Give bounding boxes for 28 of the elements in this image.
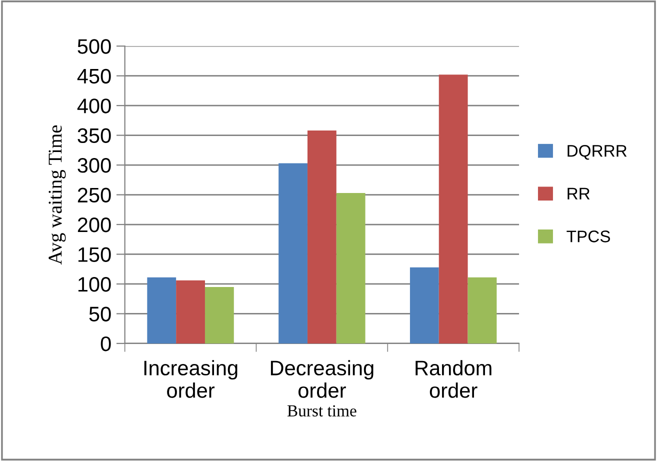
y-tick-label: 500 — [78, 39, 111, 54]
bar — [147, 277, 176, 344]
y-tick-label: 400 — [77, 98, 111, 114]
x-tick-label: Decreasing order — [270, 360, 374, 398]
bar — [336, 192, 366, 344]
y-tick-label: 150 — [78, 247, 111, 262]
x-tick-label: Increasing order — [144, 360, 238, 398]
y-tick-label: 350 — [78, 128, 111, 144]
bar — [204, 286, 234, 344]
legend-label: RR — [568, 188, 590, 200]
y-tick-label: 0 — [100, 336, 111, 352]
legend-label: TPCS — [566, 230, 610, 242]
bar — [410, 267, 439, 344]
x-axis-title: Burst time — [287, 405, 356, 416]
bar — [468, 277, 497, 344]
y-tick-label: 100 — [78, 276, 111, 292]
bar — [438, 74, 468, 344]
bar — [278, 163, 308, 344]
y-tick-label: 450 — [77, 68, 111, 84]
y-tick-label: 50 — [89, 306, 111, 322]
x-tick-label: Random order — [416, 360, 492, 398]
y-tick-label: 300 — [78, 158, 111, 173]
y-tick-label: 250 — [78, 188, 111, 203]
y-axis-title: Avg waiting Time — [48, 125, 66, 265]
bar — [176, 280, 205, 344]
y-tick-label: 200 — [78, 218, 111, 232]
bar — [307, 130, 336, 344]
legend-label: DQRRR — [568, 144, 627, 160]
